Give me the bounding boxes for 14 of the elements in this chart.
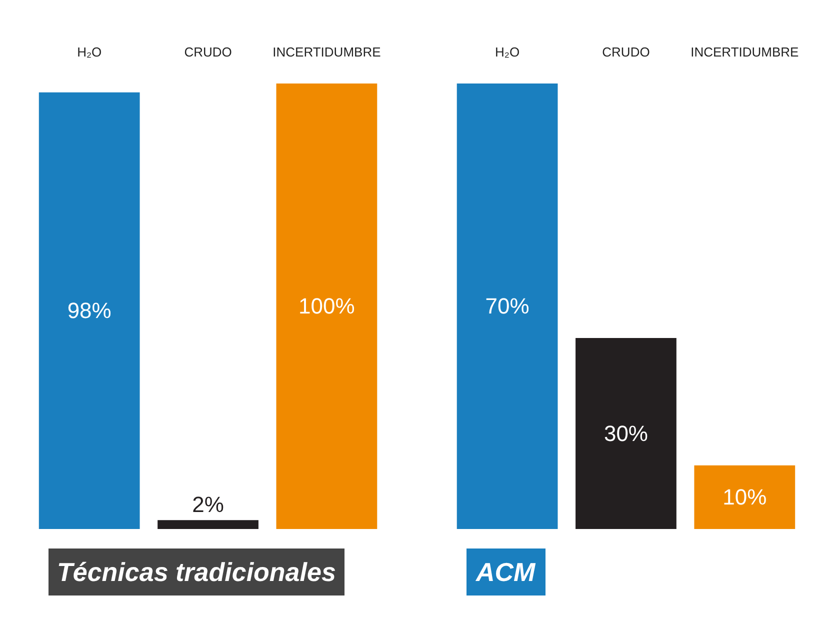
x-tick-label: CRUDO [602, 44, 650, 60]
x-tick-label: CRUDO [184, 44, 232, 60]
text: ACM [475, 557, 537, 587]
x-tick-label: INCERTIDUMBRE [690, 44, 800, 60]
x-tick-label: H₂O [495, 44, 520, 60]
data-label: 2% [192, 492, 224, 518]
data-label: 10% [722, 484, 767, 510]
data-label: 70% [485, 294, 530, 319]
text: Técnicas tradicionales [57, 557, 336, 587]
x-tick-label: INCERTIDUMBRE [272, 44, 382, 60]
data-label: 98% [67, 298, 112, 324]
data-label: 100% [298, 294, 355, 319]
x-tick-label: H₂O [77, 44, 102, 60]
data-label: 30% [604, 421, 648, 446]
